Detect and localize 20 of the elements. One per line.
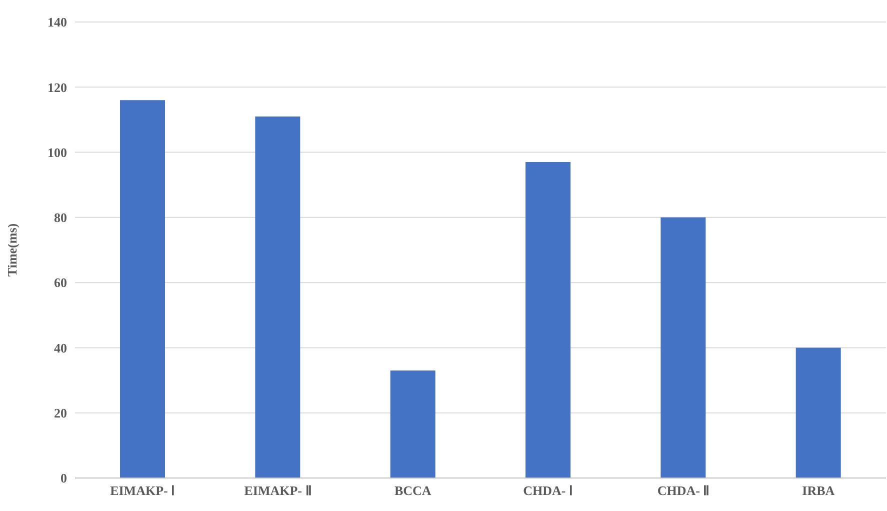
x-tick-label: CHDA- Ⅱ	[657, 483, 710, 498]
bar	[390, 370, 436, 478]
x-tick-label: EIMAKP- Ⅰ	[110, 483, 176, 498]
y-tick-label: 20	[54, 405, 67, 420]
bar	[526, 162, 570, 478]
bar	[120, 100, 165, 478]
y-tick-label: 120	[48, 80, 67, 95]
x-tick-label: BCCA	[394, 483, 432, 498]
bar	[255, 116, 300, 478]
x-tick-label: IRBA	[802, 483, 836, 498]
bar	[660, 217, 706, 478]
y-tick-label: 100	[48, 144, 67, 160]
x-tick-label: EIMAKP- Ⅱ	[244, 483, 312, 498]
bar	[796, 348, 841, 478]
y-tick-label: 0	[60, 470, 67, 486]
y-tick-label: 40	[54, 340, 67, 356]
y-tick-label: 140	[48, 14, 67, 30]
y-tick-label: 60	[54, 275, 67, 290]
x-tick-label: CHDA- Ⅰ	[523, 483, 574, 498]
y-tick-label: 80	[54, 210, 67, 226]
